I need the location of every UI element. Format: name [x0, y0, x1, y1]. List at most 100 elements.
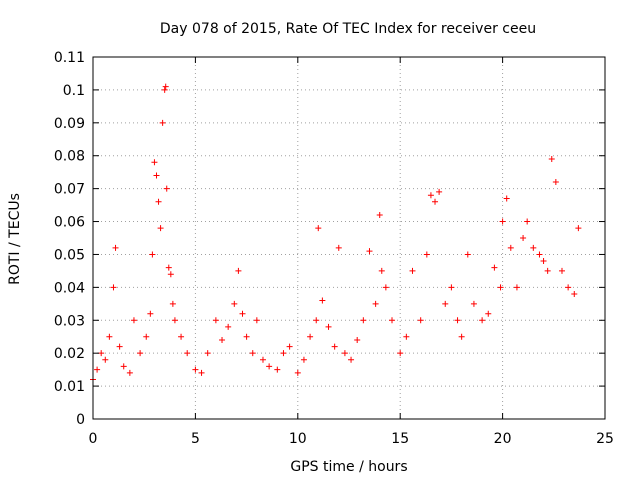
data-point [243, 333, 250, 340]
data-point [130, 317, 137, 324]
data-point [540, 258, 547, 265]
x-tick-label: 10 [289, 431, 307, 447]
data-point [497, 284, 504, 291]
data-point [274, 366, 281, 373]
chart-title: Day 078 of 2015, Rate Of TEC Index for r… [160, 21, 536, 37]
y-tick-label: 0.11 [54, 50, 85, 66]
y-tick-label: 0.08 [54, 149, 85, 165]
y-tick-label: 0.1 [63, 83, 85, 99]
data-point [112, 244, 119, 251]
y-tick-label: 0.07 [54, 182, 85, 198]
x-tick-label: 20 [494, 431, 512, 447]
data-point [479, 317, 486, 324]
data-point [448, 284, 455, 291]
data-point [126, 369, 133, 376]
data-point [169, 300, 176, 307]
data-point [432, 198, 439, 205]
data-point [507, 244, 514, 251]
data-point [219, 337, 226, 344]
x-tick-label: 25 [596, 431, 614, 447]
data-point [266, 363, 273, 370]
y-tick-label: 0 [76, 412, 85, 428]
data-point [458, 333, 465, 340]
data-point [417, 317, 424, 324]
data-point [436, 188, 443, 195]
data-point [491, 264, 498, 271]
data-point [167, 271, 174, 278]
data-point [212, 317, 219, 324]
data-point [325, 323, 332, 330]
data-point [178, 333, 185, 340]
data-point [294, 369, 301, 376]
y-axis-label: ROTI / TECUs [7, 193, 23, 285]
y-tick-label: 0.01 [54, 379, 85, 395]
data-point [106, 333, 113, 340]
data-point [165, 264, 172, 271]
y-tick-label: 0.04 [54, 280, 85, 296]
data-point [382, 284, 389, 291]
data-point [239, 310, 246, 317]
x-axis-label: GPS time / hours [290, 459, 407, 475]
y-tick-label: 0.03 [54, 313, 85, 329]
data-point [235, 267, 242, 274]
data-point [280, 350, 287, 357]
data-point [348, 356, 355, 363]
data-point [503, 195, 510, 202]
data-point [389, 317, 396, 324]
data-point [571, 290, 578, 297]
data-point [427, 192, 434, 199]
data-point [204, 350, 211, 357]
data-point [253, 317, 260, 324]
data-point [286, 343, 293, 350]
data-point [354, 337, 361, 344]
data-point [171, 317, 178, 324]
data-point [376, 211, 383, 218]
data-point [409, 267, 416, 274]
data-point [192, 366, 199, 373]
data-point [372, 300, 379, 307]
data-point [552, 179, 559, 186]
y-tick-label: 0.05 [54, 247, 85, 263]
data-point [403, 333, 410, 340]
plot-frame [92, 56, 606, 420]
data-point [155, 198, 162, 205]
x-tick-label: 5 [191, 431, 200, 447]
data-point [120, 363, 127, 370]
data-point [300, 356, 307, 363]
data-point [335, 244, 342, 251]
data-point [319, 297, 326, 304]
data-point [184, 350, 191, 357]
data-point [360, 317, 367, 324]
data-point [366, 248, 373, 255]
data-point [423, 251, 430, 258]
data-point [470, 300, 477, 307]
x-tick-label: 15 [391, 431, 409, 447]
data-point [159, 119, 166, 126]
axis-ticks: 0 0.01 0.02 0.03 0.04 0.05 0.06 0.07 0.08 0.09 0.1… [54, 50, 614, 447]
data-point [161, 86, 168, 93]
y-tick-label: 0.02 [54, 346, 85, 362]
data-point [536, 251, 543, 258]
data-point [137, 350, 144, 357]
data-point [249, 350, 256, 357]
data-point [548, 156, 555, 163]
data-points [90, 83, 582, 383]
data-point [530, 244, 537, 251]
data-point [143, 333, 150, 340]
data-point [94, 366, 101, 373]
data-point [198, 369, 205, 376]
data-point [110, 284, 117, 291]
data-point [259, 356, 266, 363]
data-point [378, 267, 385, 274]
data-point [485, 310, 492, 317]
data-point [520, 235, 527, 241]
data-point [149, 251, 156, 258]
data-point [151, 159, 158, 166]
data-point [315, 225, 322, 232]
data-point [163, 185, 170, 192]
data-point [313, 317, 320, 324]
data-point [307, 333, 314, 340]
data-point [341, 350, 348, 357]
data-point [157, 225, 164, 232]
